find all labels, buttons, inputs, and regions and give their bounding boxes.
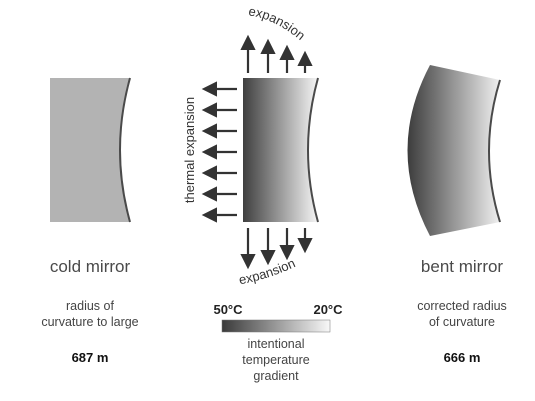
gradient-mirror-shape: [243, 78, 318, 222]
temperature-gradient-bar: [221, 319, 331, 333]
top-expansion-label: expansion: [247, 3, 308, 43]
bottom-expansion-arrows: [240, 228, 313, 270]
bent-mirror-title: bent mirror: [420, 257, 504, 276]
gradient-mirror-curve: [307, 77, 319, 223]
bent-mirror-curve: [488, 79, 501, 223]
cold-mirror-title: cold mirror: [49, 257, 131, 276]
gradient-caption-line2: temperature: [242, 353, 310, 367]
cold-temperature-label: 20°C: [313, 302, 343, 317]
thermal-expansion-arrows: [201, 81, 237, 223]
bent-mirror-desc-line1: corrected radius: [417, 299, 507, 313]
cold-mirror-desc-line2: curvature to large: [41, 315, 139, 329]
hot-temperature-label: 50°C: [213, 302, 243, 317]
cold-mirror-radius-value: 687 m: [71, 350, 109, 365]
gradient-caption-line3: gradient: [253, 369, 299, 383]
top-expansion-arrows: [240, 34, 313, 73]
cold-mirror-desc-line1: radius of: [66, 299, 114, 313]
cold-mirror-curve: [119, 77, 131, 223]
gradient-caption-line1: intentional: [247, 337, 305, 351]
cold-mirror-shape: [50, 78, 130, 222]
bent-mirror-shape: [407, 65, 500, 236]
bent-mirror-desc-line2: of curvature: [428, 315, 495, 329]
bent-mirror-radius-value: 666 m: [443, 350, 481, 365]
thermal-expansion-label: thermal expansion: [182, 97, 197, 203]
